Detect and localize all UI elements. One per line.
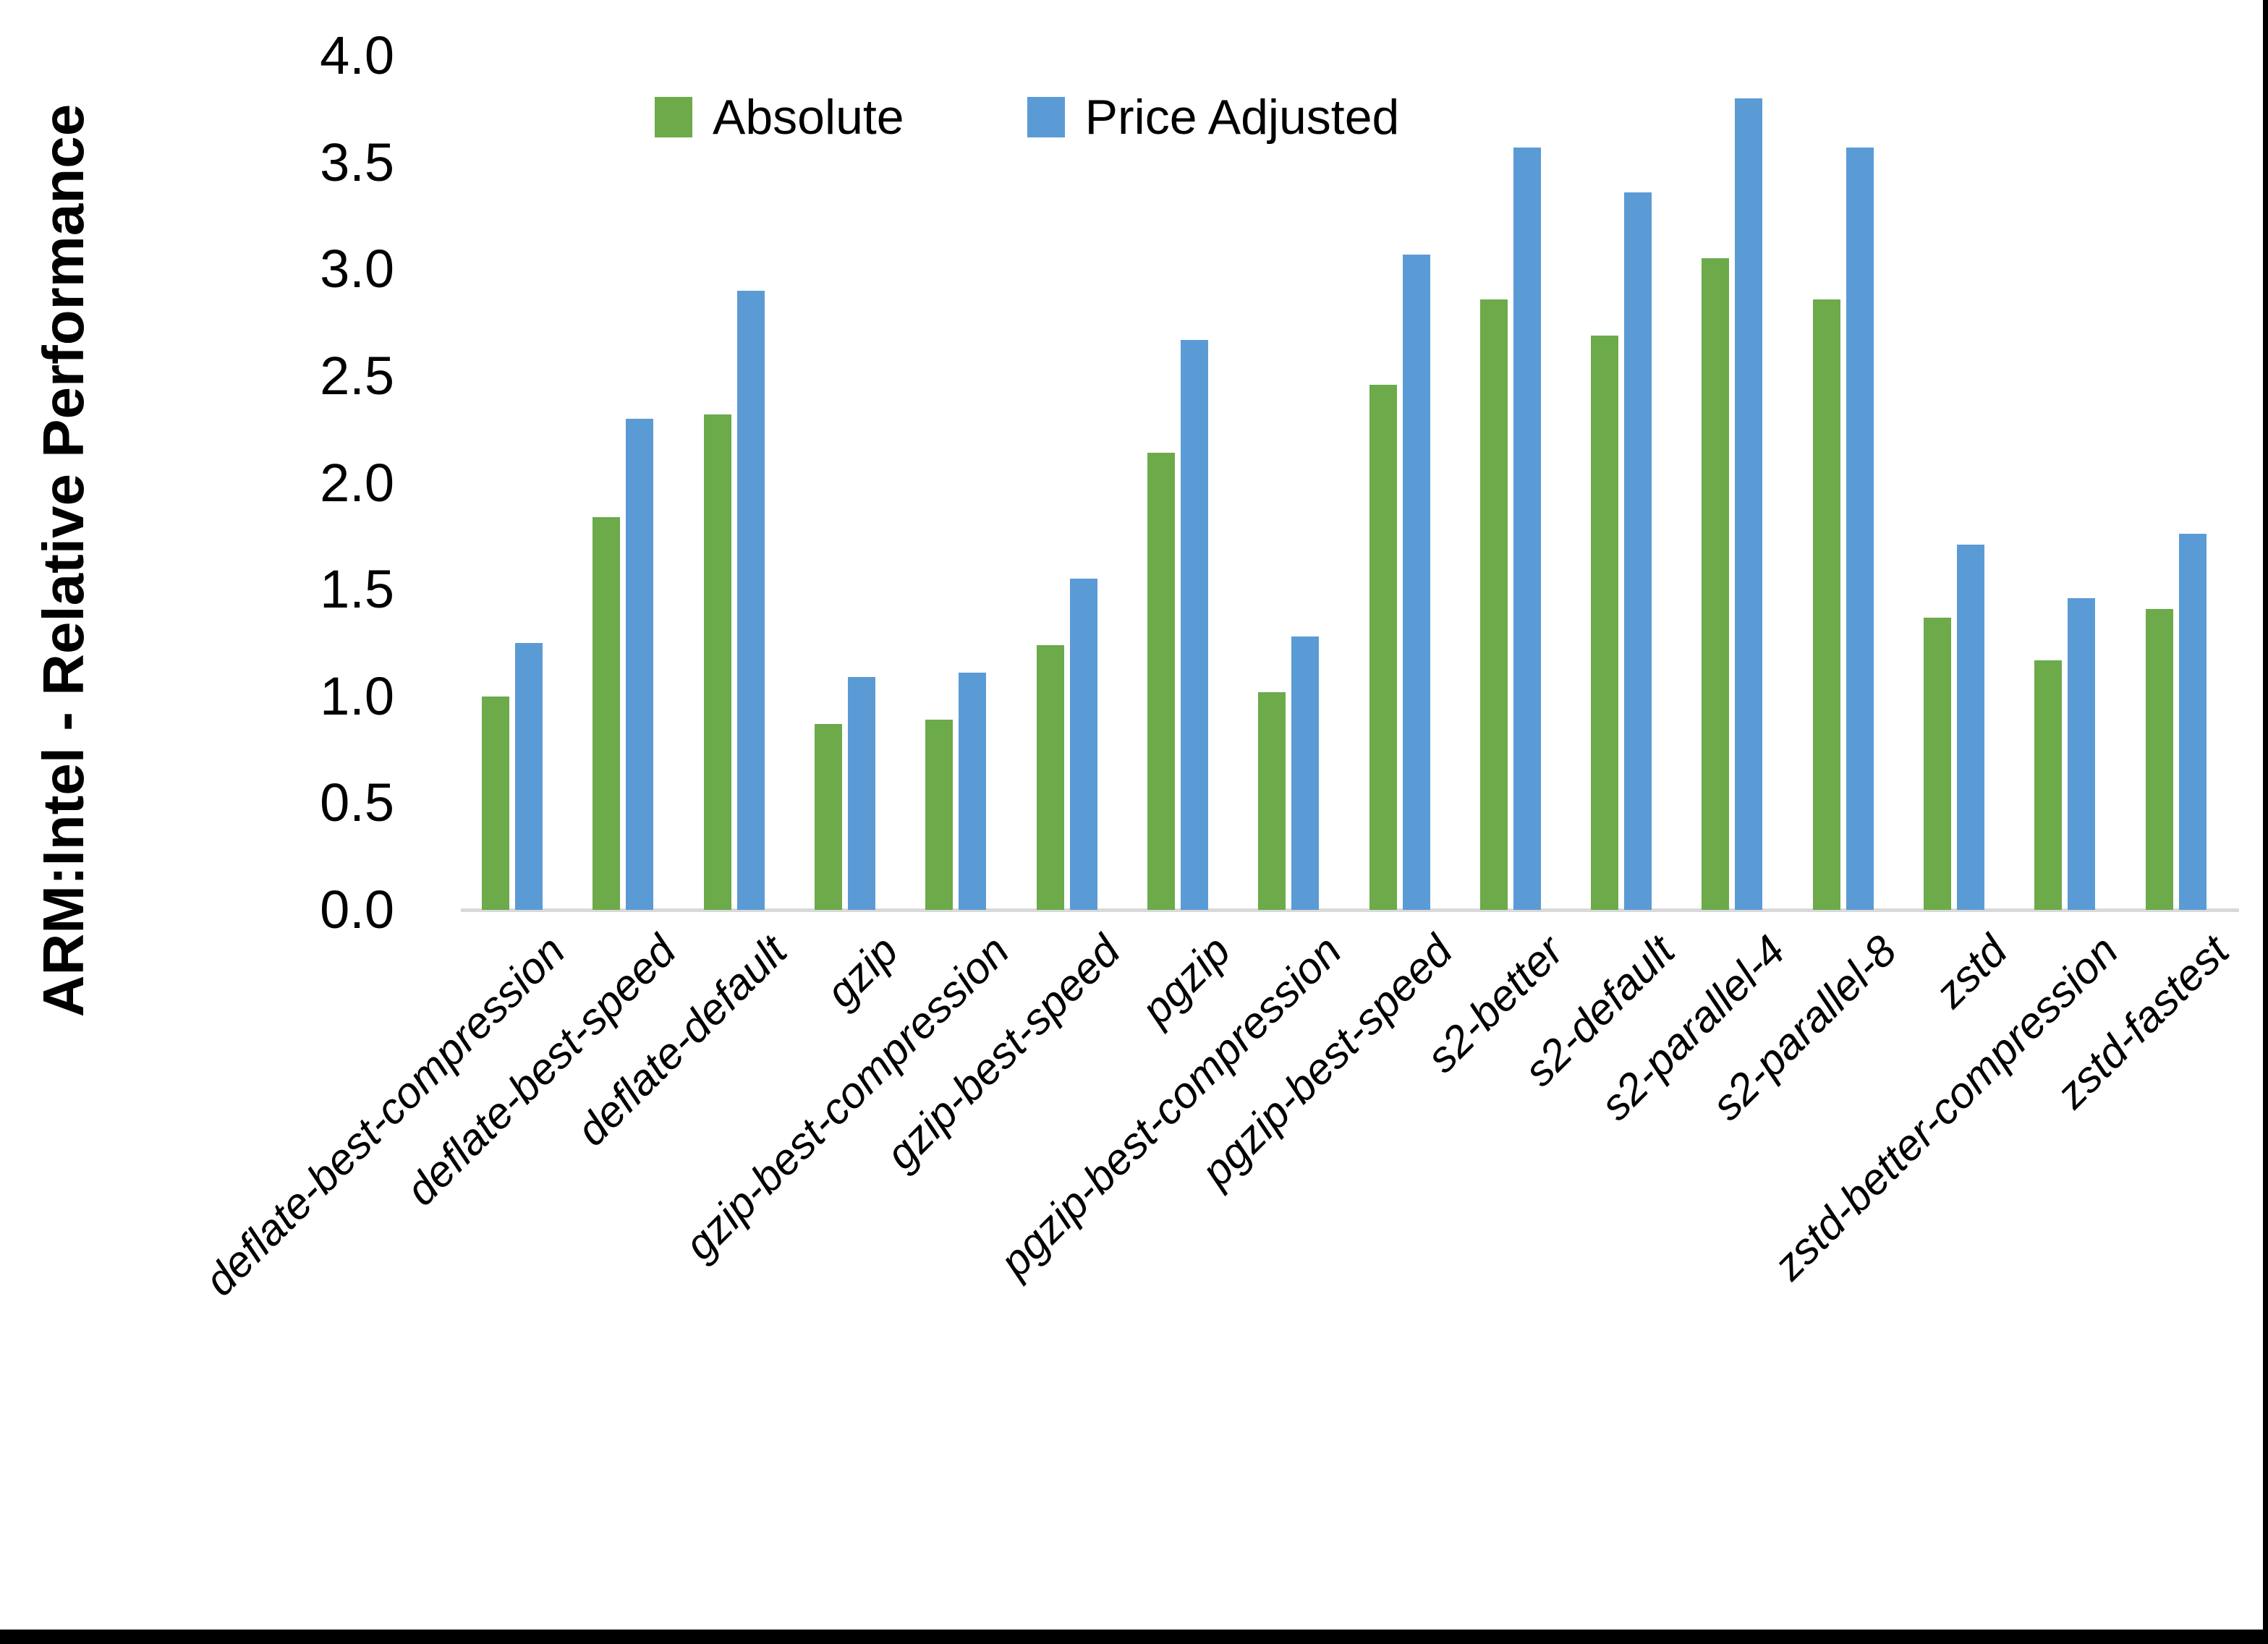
x-axis-label: gzip bbox=[816, 926, 907, 1017]
bar-price-adjusted-s2-parallel-8 bbox=[1846, 147, 1874, 910]
y-tick-label: 1.5 bbox=[320, 559, 394, 620]
legend-label-price-adjusted: Price Adjusted bbox=[1084, 90, 1400, 145]
y-tick-label: 3.5 bbox=[320, 132, 394, 192]
bar-absolute-zstd-better-compression bbox=[2034, 660, 2063, 910]
y-tick-label: 4.0 bbox=[320, 25, 394, 85]
bar-absolute-gzip-best-speed bbox=[1036, 644, 1064, 910]
bar-price-adjusted-pgzip bbox=[1180, 339, 1208, 910]
y-tick-label: 2.5 bbox=[320, 345, 394, 406]
bar-absolute-gzip bbox=[814, 724, 842, 910]
bar-absolute-s2-parallel-8 bbox=[1812, 299, 1840, 910]
y-tick-label: 0.0 bbox=[320, 880, 394, 940]
bar-absolute-zstd bbox=[1924, 617, 1952, 910]
legend-label-absolute: Absolute bbox=[713, 90, 904, 145]
bar-price-adjusted-zstd-fastest bbox=[2178, 534, 2207, 910]
bar-price-adjusted-s2-default bbox=[1624, 192, 1652, 910]
bar-absolute-s2-parallel-4 bbox=[1702, 258, 1730, 910]
y-tick-label: 0.5 bbox=[320, 772, 394, 833]
legend: Absolute Price Adjusted bbox=[655, 93, 1399, 142]
bar-price-adjusted-gzip-best-speed bbox=[1069, 579, 1097, 910]
bar-absolute-s2-default bbox=[1591, 335, 1619, 910]
y-tick-label: 1.0 bbox=[320, 665, 394, 726]
bar-absolute-pgzip-best-speed bbox=[1369, 384, 1397, 910]
legend-swatch-absolute bbox=[655, 97, 692, 137]
bar-absolute-pgzip bbox=[1147, 453, 1175, 910]
legend-item-price-adjusted: Price Adjusted bbox=[1027, 90, 1400, 145]
bar-price-adjusted-pgzip-best-compression bbox=[1291, 636, 1320, 910]
bar-absolute-deflate-best-speed bbox=[593, 516, 621, 910]
bar-absolute-zstd-fastest bbox=[2145, 608, 2173, 910]
x-axis-line bbox=[461, 908, 2239, 912]
y-axis-title: ARM:Intel - Relative Performance bbox=[31, 103, 95, 1018]
bar-price-adjusted-deflate-default bbox=[736, 290, 765, 910]
bar-absolute-deflate-best-compression bbox=[482, 696, 509, 910]
x-axis-label: zstd bbox=[1925, 926, 2017, 1017]
x-axis-label: pgzip bbox=[1132, 926, 1240, 1034]
y-tick-label: 2.0 bbox=[320, 452, 394, 513]
bar-price-adjusted-pgzip-best-speed bbox=[1402, 254, 1430, 910]
bar-absolute-gzip-best-compression bbox=[925, 720, 954, 910]
bottom-frame-bar bbox=[0, 1630, 2268, 1644]
legend-item-absolute: Absolute bbox=[655, 93, 904, 142]
bar-price-adjusted-zstd bbox=[1957, 545, 1985, 910]
bar-price-adjusted-gzip bbox=[847, 677, 875, 910]
legend-swatch-price-adjusted bbox=[1027, 97, 1065, 137]
bar-price-adjusted-gzip-best-compression bbox=[959, 673, 987, 910]
bar-price-adjusted-deflate-best-compression bbox=[515, 642, 543, 910]
bar-price-adjusted-zstd-better-compression bbox=[2068, 597, 2096, 910]
bar-absolute-s2-better bbox=[1479, 299, 1508, 910]
bar-price-adjusted-s2-better bbox=[1513, 147, 1541, 910]
bar-absolute-deflate-default bbox=[703, 414, 731, 910]
bar-price-adjusted-deflate-best-speed bbox=[626, 418, 654, 910]
right-frame-bar bbox=[2263, 0, 2268, 1644]
y-tick-label: 3.0 bbox=[320, 239, 394, 299]
bar-absolute-pgzip-best-compression bbox=[1258, 691, 1286, 910]
bar-price-adjusted-s2-parallel-4 bbox=[1735, 98, 1763, 910]
